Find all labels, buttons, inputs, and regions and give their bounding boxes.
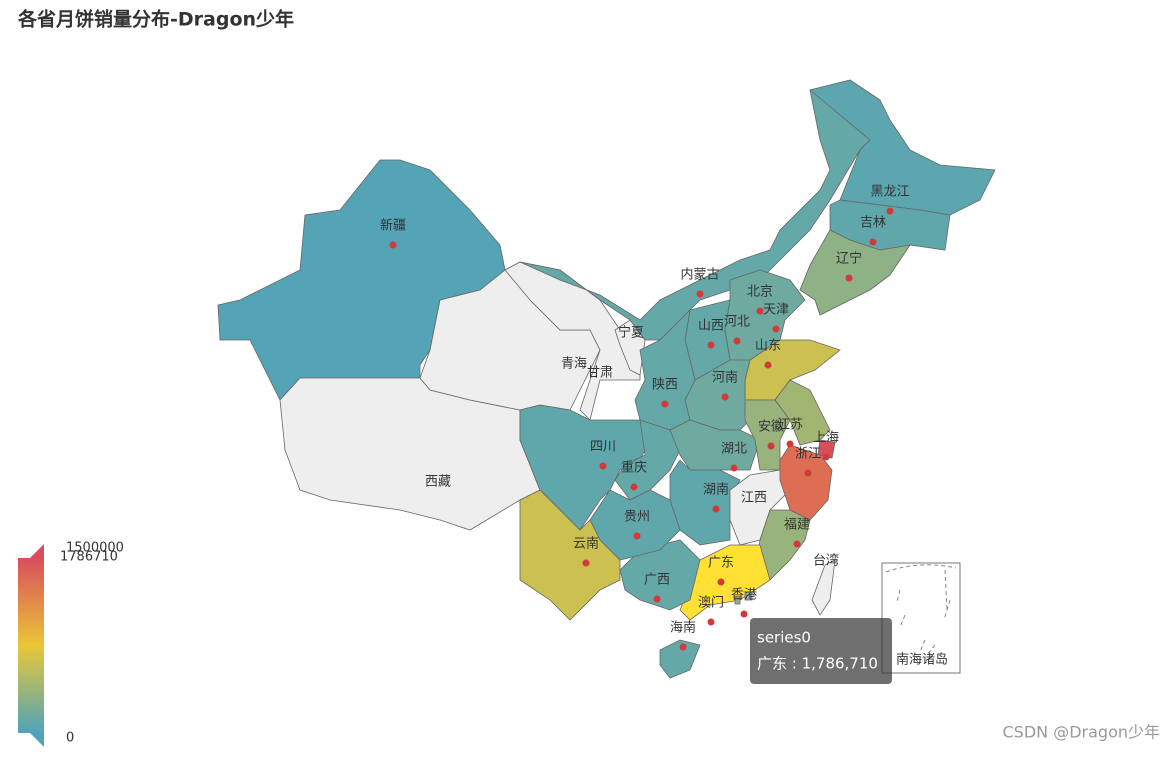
province-label: 福建 bbox=[784, 518, 810, 533]
province-dot bbox=[653, 595, 661, 603]
visual-map-handle bbox=[30, 733, 44, 747]
province bbox=[774, 379, 831, 446]
inset-frame bbox=[881, 562, 961, 674]
visual-map-bar bbox=[18, 558, 44, 733]
province-dot bbox=[582, 559, 590, 567]
province-label: 安徽 bbox=[758, 420, 784, 435]
province-label: 青海 bbox=[561, 357, 587, 372]
province bbox=[734, 597, 741, 605]
province-label: 广西 bbox=[644, 573, 670, 588]
province-dot bbox=[389, 241, 397, 249]
province bbox=[634, 308, 696, 431]
province bbox=[519, 489, 621, 621]
province-dot bbox=[756, 307, 764, 315]
inset-islands bbox=[885, 564, 957, 656]
province-dot bbox=[764, 361, 772, 369]
province-label: 山东 bbox=[755, 339, 781, 354]
province-label: 吉林 bbox=[860, 216, 886, 231]
province-dot bbox=[886, 207, 894, 215]
province bbox=[659, 639, 701, 679]
province bbox=[817, 439, 836, 459]
province-dot bbox=[786, 440, 794, 448]
province-label: 黑龙江 bbox=[870, 185, 909, 200]
tooltip: series0 广东 : 1,786,710 bbox=[750, 618, 892, 684]
province-label: 河北 bbox=[724, 315, 750, 330]
province-dot bbox=[599, 462, 607, 470]
inset-label: 南海诸岛 bbox=[896, 652, 948, 668]
province-dot bbox=[730, 464, 738, 472]
province-label: 江西 bbox=[741, 491, 767, 506]
province-label: 新疆 bbox=[380, 218, 406, 234]
province-dot bbox=[793, 540, 801, 548]
visual-map-max: 1500000 bbox=[66, 541, 124, 556]
title: 各省月饼销量分布-Dragon少年 bbox=[17, 8, 294, 31]
province bbox=[744, 591, 753, 601]
province-label: 西藏 bbox=[425, 475, 451, 490]
province-label: 宁夏 bbox=[618, 325, 644, 341]
province-dot bbox=[633, 532, 641, 540]
province-dot bbox=[696, 290, 704, 298]
province-label: 台湾 bbox=[813, 553, 839, 569]
province-label: 辽宁 bbox=[836, 251, 862, 267]
province bbox=[799, 229, 911, 316]
province-label: 江苏 bbox=[777, 417, 803, 433]
tooltip-box bbox=[750, 618, 892, 684]
province-dot bbox=[661, 400, 669, 408]
province-dot bbox=[721, 393, 729, 401]
watermark: CSDN @Dragon少年 bbox=[1003, 723, 1161, 742]
province-label: 香港 bbox=[731, 588, 757, 603]
province-label: 北京 bbox=[747, 285, 773, 300]
province-dot bbox=[767, 442, 775, 450]
province-dot bbox=[822, 453, 830, 461]
province-dot bbox=[630, 483, 638, 491]
province-label: 山西 bbox=[698, 319, 724, 334]
province-dot bbox=[707, 341, 715, 349]
province-dot bbox=[712, 505, 720, 513]
province-label: 河南 bbox=[712, 370, 738, 386]
province-label: 陕西 bbox=[652, 378, 678, 393]
province-label: 天津 bbox=[763, 303, 789, 318]
tooltip-label: 广东 : 1,786,710 bbox=[757, 655, 878, 673]
visual-map-handle bbox=[30, 544, 44, 558]
province-label: 四川 bbox=[590, 440, 616, 455]
visual-map-min: 0 bbox=[66, 731, 74, 746]
province bbox=[669, 419, 761, 471]
province-label: 澳门 bbox=[698, 595, 724, 611]
province-dot bbox=[740, 610, 748, 618]
province bbox=[669, 459, 741, 546]
visual-map-handle-label: 1786710 bbox=[60, 550, 118, 565]
province bbox=[809, 79, 996, 216]
province-label: 甘肃 bbox=[587, 366, 613, 381]
province-dot bbox=[804, 469, 812, 477]
province-label: 海南 bbox=[670, 620, 696, 636]
province-label: 内蒙古 bbox=[680, 267, 719, 283]
province bbox=[811, 559, 836, 616]
province-label: 贵州 bbox=[624, 510, 650, 525]
province-dot bbox=[772, 325, 780, 333]
province-dot bbox=[679, 643, 687, 651]
province-label: 云南 bbox=[573, 536, 599, 552]
province-label: 浙江 bbox=[795, 447, 821, 462]
province-label: 广东 bbox=[708, 556, 734, 571]
province-label: 湖北 bbox=[721, 442, 747, 457]
province-dot bbox=[845, 274, 853, 282]
province-dot bbox=[869, 238, 877, 246]
tooltip-series: series0 bbox=[757, 629, 811, 647]
province-dot bbox=[707, 618, 715, 626]
province-label: 重庆 bbox=[621, 460, 647, 476]
province-label: 湖南 bbox=[703, 482, 729, 498]
regions bbox=[217, 79, 996, 679]
province-dot bbox=[717, 578, 725, 586]
province-label: 上海 bbox=[813, 431, 839, 446]
province-dot bbox=[733, 337, 741, 345]
